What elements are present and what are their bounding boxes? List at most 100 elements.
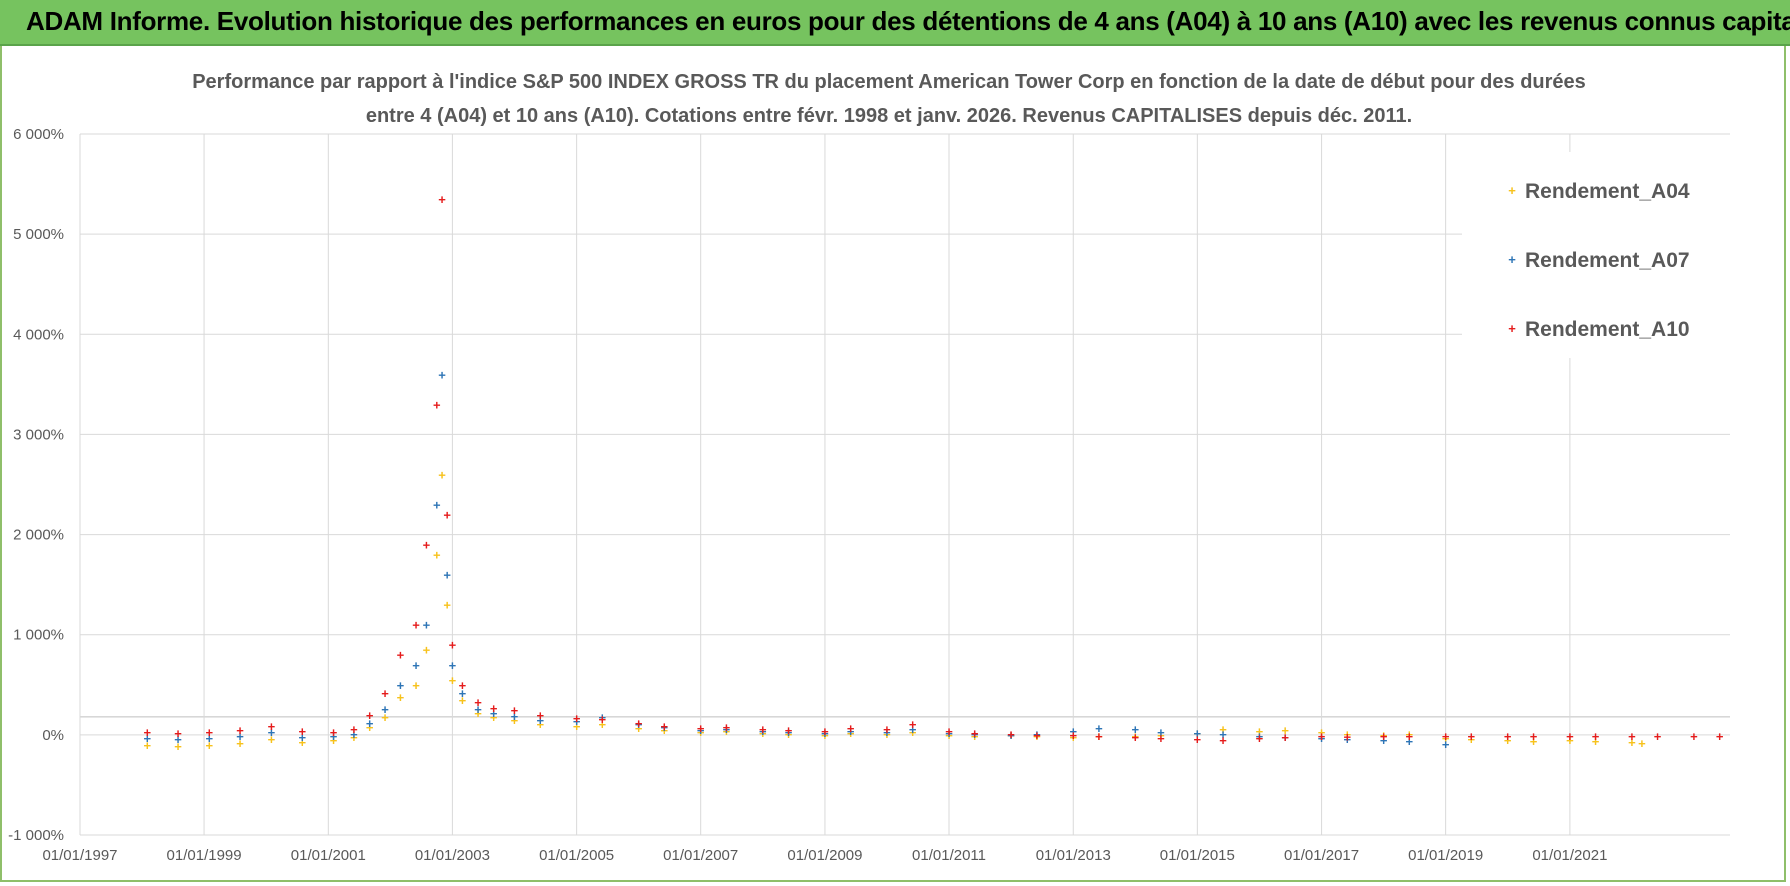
data-point: + (723, 722, 731, 737)
data-point: + (1219, 733, 1227, 748)
data-point: + (883, 727, 891, 742)
data-point: + (1033, 728, 1041, 743)
data-point: + (635, 716, 643, 731)
data-point: + (236, 723, 244, 738)
data-point: + (330, 725, 338, 740)
data-point: + (511, 703, 519, 718)
x-axis: 01/01/1997 01/01/1999 01/01/2001 01/01/2003… (42, 847, 1607, 864)
data-point: + (785, 725, 793, 740)
data-point: + (144, 725, 152, 740)
series-Rendement_A07: + + + + + + + ++++++++++++ + + + + + + + + + + + + + + + + + + + + +… (144, 367, 1450, 752)
data-point: + (785, 727, 793, 742)
report-title: ADAM Informe. Evolution historique des p… (26, 6, 1790, 36)
data-point: + (412, 618, 420, 633)
data-point: + (1530, 734, 1538, 749)
data-point: + (490, 701, 498, 716)
data-point: + (759, 724, 767, 739)
data-point: + (381, 710, 389, 725)
x-tick-label: 01/01/2007 (663, 847, 738, 864)
data-point: + (1194, 726, 1202, 741)
data-point: + (573, 719, 581, 734)
y-tick-label: 6 000% (13, 126, 64, 143)
data-point: + (268, 732, 276, 747)
report-banner: ADAM Informe. Evolution historique des p… (0, 0, 1790, 46)
data-point: + (1468, 729, 1476, 744)
data-point: + (536, 713, 544, 728)
data-point: + (821, 726, 829, 741)
data-point: + (883, 722, 891, 737)
data-point: + (1592, 729, 1600, 744)
data-point: + (1194, 732, 1202, 747)
data-point: + (1281, 730, 1289, 745)
data-point: + (1380, 729, 1388, 744)
data-point: + (945, 728, 953, 743)
legend-marker: + (1508, 321, 1516, 336)
series-Rendement_A10: + + + + + + + + + + + + + + + + + + + + + + + + + + + + + + + + + + + + + + + +… (144, 192, 1724, 748)
data-point: + (1033, 729, 1041, 744)
data-point: + (1343, 727, 1351, 742)
data-point: + (350, 727, 358, 742)
y-axis: -1 000% 0% 1 000% 2 000% 3 000% 4 000% 5 000% 6… (8, 126, 64, 844)
data-point: + (268, 725, 276, 740)
data-point: + (449, 658, 457, 673)
data-point: + (438, 367, 446, 382)
data-point: + (1654, 729, 1662, 744)
data-point: + (1157, 731, 1165, 746)
data-point: + (598, 710, 606, 725)
x-tick-label: 01/01/2015 (1160, 847, 1235, 864)
data-point: + (1219, 722, 1227, 737)
x-tick-label: 01/01/2019 (1408, 847, 1483, 864)
y-tick-label: 5 000% (13, 226, 64, 243)
data-point: + (661, 719, 669, 734)
x-tick-label: 01/01/2021 (1532, 847, 1607, 864)
data-point: + (1069, 730, 1077, 745)
data-point: + (1157, 728, 1165, 743)
data-point: + (443, 568, 451, 583)
data-point: + (299, 730, 307, 745)
data-point: + (1530, 729, 1538, 744)
legend-label: Rendement_A10 (1525, 318, 1690, 341)
data-point: + (449, 638, 457, 653)
data-point: + (449, 673, 457, 688)
data-point: + (1256, 731, 1264, 746)
chart-title-line-1: Performance par rapport à l'indice S&P 5… (192, 71, 1586, 93)
data-point: + (423, 538, 431, 553)
legend: + Rendement_A04 + Rendement_A07 + Rendement_A… (1462, 152, 1730, 358)
data-point: + (1716, 729, 1724, 744)
data-point: + (1318, 725, 1326, 740)
data-point: + (174, 732, 182, 747)
data-point: + (1592, 734, 1600, 749)
legend-marker: + (1508, 252, 1516, 267)
data-point: + (635, 721, 643, 736)
data-point: + (661, 720, 669, 735)
data-point: + (1007, 727, 1015, 742)
data-point: + (697, 723, 705, 738)
data-point: + (144, 738, 152, 753)
y-tick-label: 1 000% (13, 627, 64, 644)
x-tick-label: 01/01/2013 (1036, 847, 1111, 864)
data-point: + (474, 702, 482, 717)
data-point: + (1405, 734, 1413, 749)
data-point: + (971, 726, 979, 741)
data-points: + + + + + + + + + + + + + + + + + + + + + + + + + + + + + + + + + + + + + + + +… (144, 192, 1724, 754)
data-point: + (236, 736, 244, 751)
data-point: + (909, 722, 917, 737)
data-point: + (536, 708, 544, 723)
data-point: + (443, 508, 451, 523)
data-point: + (1442, 731, 1450, 746)
data-point: + (1007, 728, 1015, 743)
data-point: + (1132, 729, 1140, 744)
data-point: + (821, 724, 829, 739)
data-point: + (1405, 729, 1413, 744)
data-point: + (412, 658, 420, 673)
data-point: + (423, 618, 431, 633)
chart-title-line-2: entre 4 (A04) et 10 ans (A10). Cotations… (366, 105, 1412, 127)
data-point: + (759, 722, 767, 737)
data-point: + (909, 717, 917, 732)
data-point: + (1132, 722, 1140, 737)
data-point: + (1380, 728, 1388, 743)
data-point: + (1566, 729, 1574, 744)
x-tick-label: 01/01/2011 (912, 847, 986, 864)
data-point: + (945, 724, 953, 739)
data-point: + (330, 729, 338, 744)
